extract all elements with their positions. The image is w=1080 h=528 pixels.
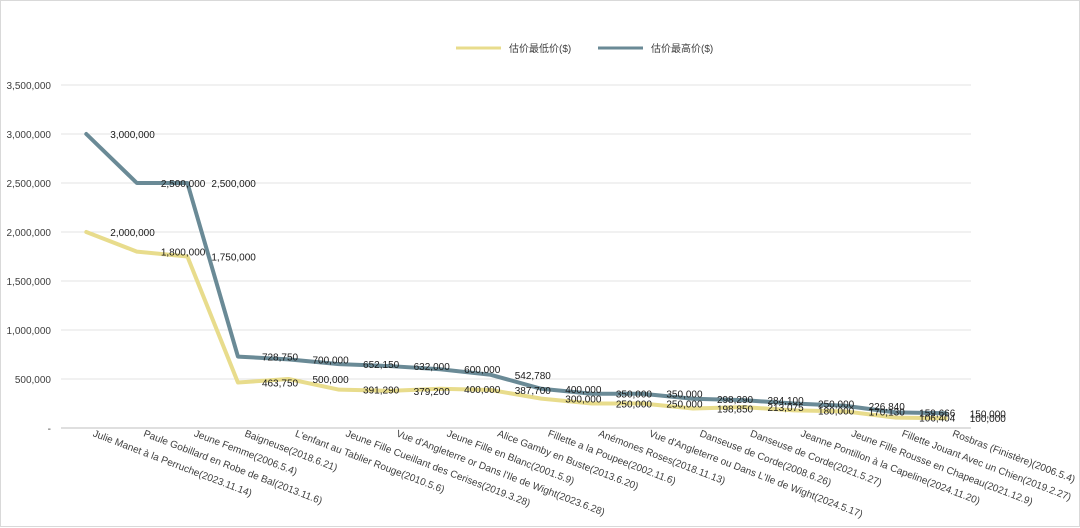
data-label: 391,290 <box>363 386 400 397</box>
data-label: 226,840 <box>869 402 906 413</box>
data-label: 463,750 <box>262 379 299 390</box>
data-label: 284,100 <box>768 396 805 407</box>
data-label: 250,000 <box>666 400 703 411</box>
data-label: 100,000 <box>970 414 1007 425</box>
y-tick-label: - <box>48 424 51 435</box>
data-label: 250,000 <box>818 400 855 411</box>
data-label: 159,666 <box>919 408 956 419</box>
data-label: 728,750 <box>262 353 299 364</box>
data-label: 3,000,000 <box>110 130 155 141</box>
data-label: 2,500,000 <box>161 179 206 190</box>
y-tick-label: 1,500,000 <box>7 277 52 288</box>
data-label: 1,800,000 <box>161 248 206 259</box>
data-label: 300,000 <box>565 395 602 406</box>
y-tick-label: 2,500,000 <box>7 179 52 190</box>
series-line-0 <box>84 230 948 421</box>
legend-entry: 估价最低价($) <box>509 42 571 55</box>
data-label: 387,700 <box>515 386 552 397</box>
y-tick-label: 3,500,000 <box>7 81 52 92</box>
data-label: 213,075 <box>768 403 805 414</box>
data-label: 298,290 <box>717 395 754 406</box>
data-label: 1,750,000 <box>211 253 256 264</box>
y-tick-label: 1,000,000 <box>7 326 52 337</box>
data-label: 250,000 <box>616 400 653 411</box>
data-label: 350,000 <box>616 390 653 401</box>
data-label: 180,000 <box>818 406 855 417</box>
data-label: 600,000 <box>464 365 501 376</box>
data-label: 379,200 <box>414 387 451 398</box>
data-label: 500,000 <box>313 375 350 386</box>
data-label: 400,000 <box>565 385 602 396</box>
data-label: 400,000 <box>464 385 501 396</box>
data-label: 106,404 <box>919 414 956 425</box>
y-tick-label: 2,000,000 <box>7 228 52 239</box>
data-label: 170,130 <box>869 407 906 418</box>
series-line-1 <box>84 132 948 416</box>
legend-entry: 估价最高价($) <box>651 42 713 55</box>
data-label: 350,000 <box>666 390 703 401</box>
data-label: 2,000,000 <box>110 228 155 239</box>
data-label: 150,000 <box>970 409 1007 420</box>
data-label: 542,780 <box>515 371 552 382</box>
data-label: 652,150 <box>363 360 400 371</box>
y-tick-label: 3,000,000 <box>7 130 52 141</box>
y-tick-label: 500,000 <box>15 375 52 386</box>
data-label: 198,850 <box>717 405 754 416</box>
data-label: 632,000 <box>414 362 451 373</box>
data-label: 2,500,000 <box>211 179 256 190</box>
data-label: 700,000 <box>313 355 350 366</box>
